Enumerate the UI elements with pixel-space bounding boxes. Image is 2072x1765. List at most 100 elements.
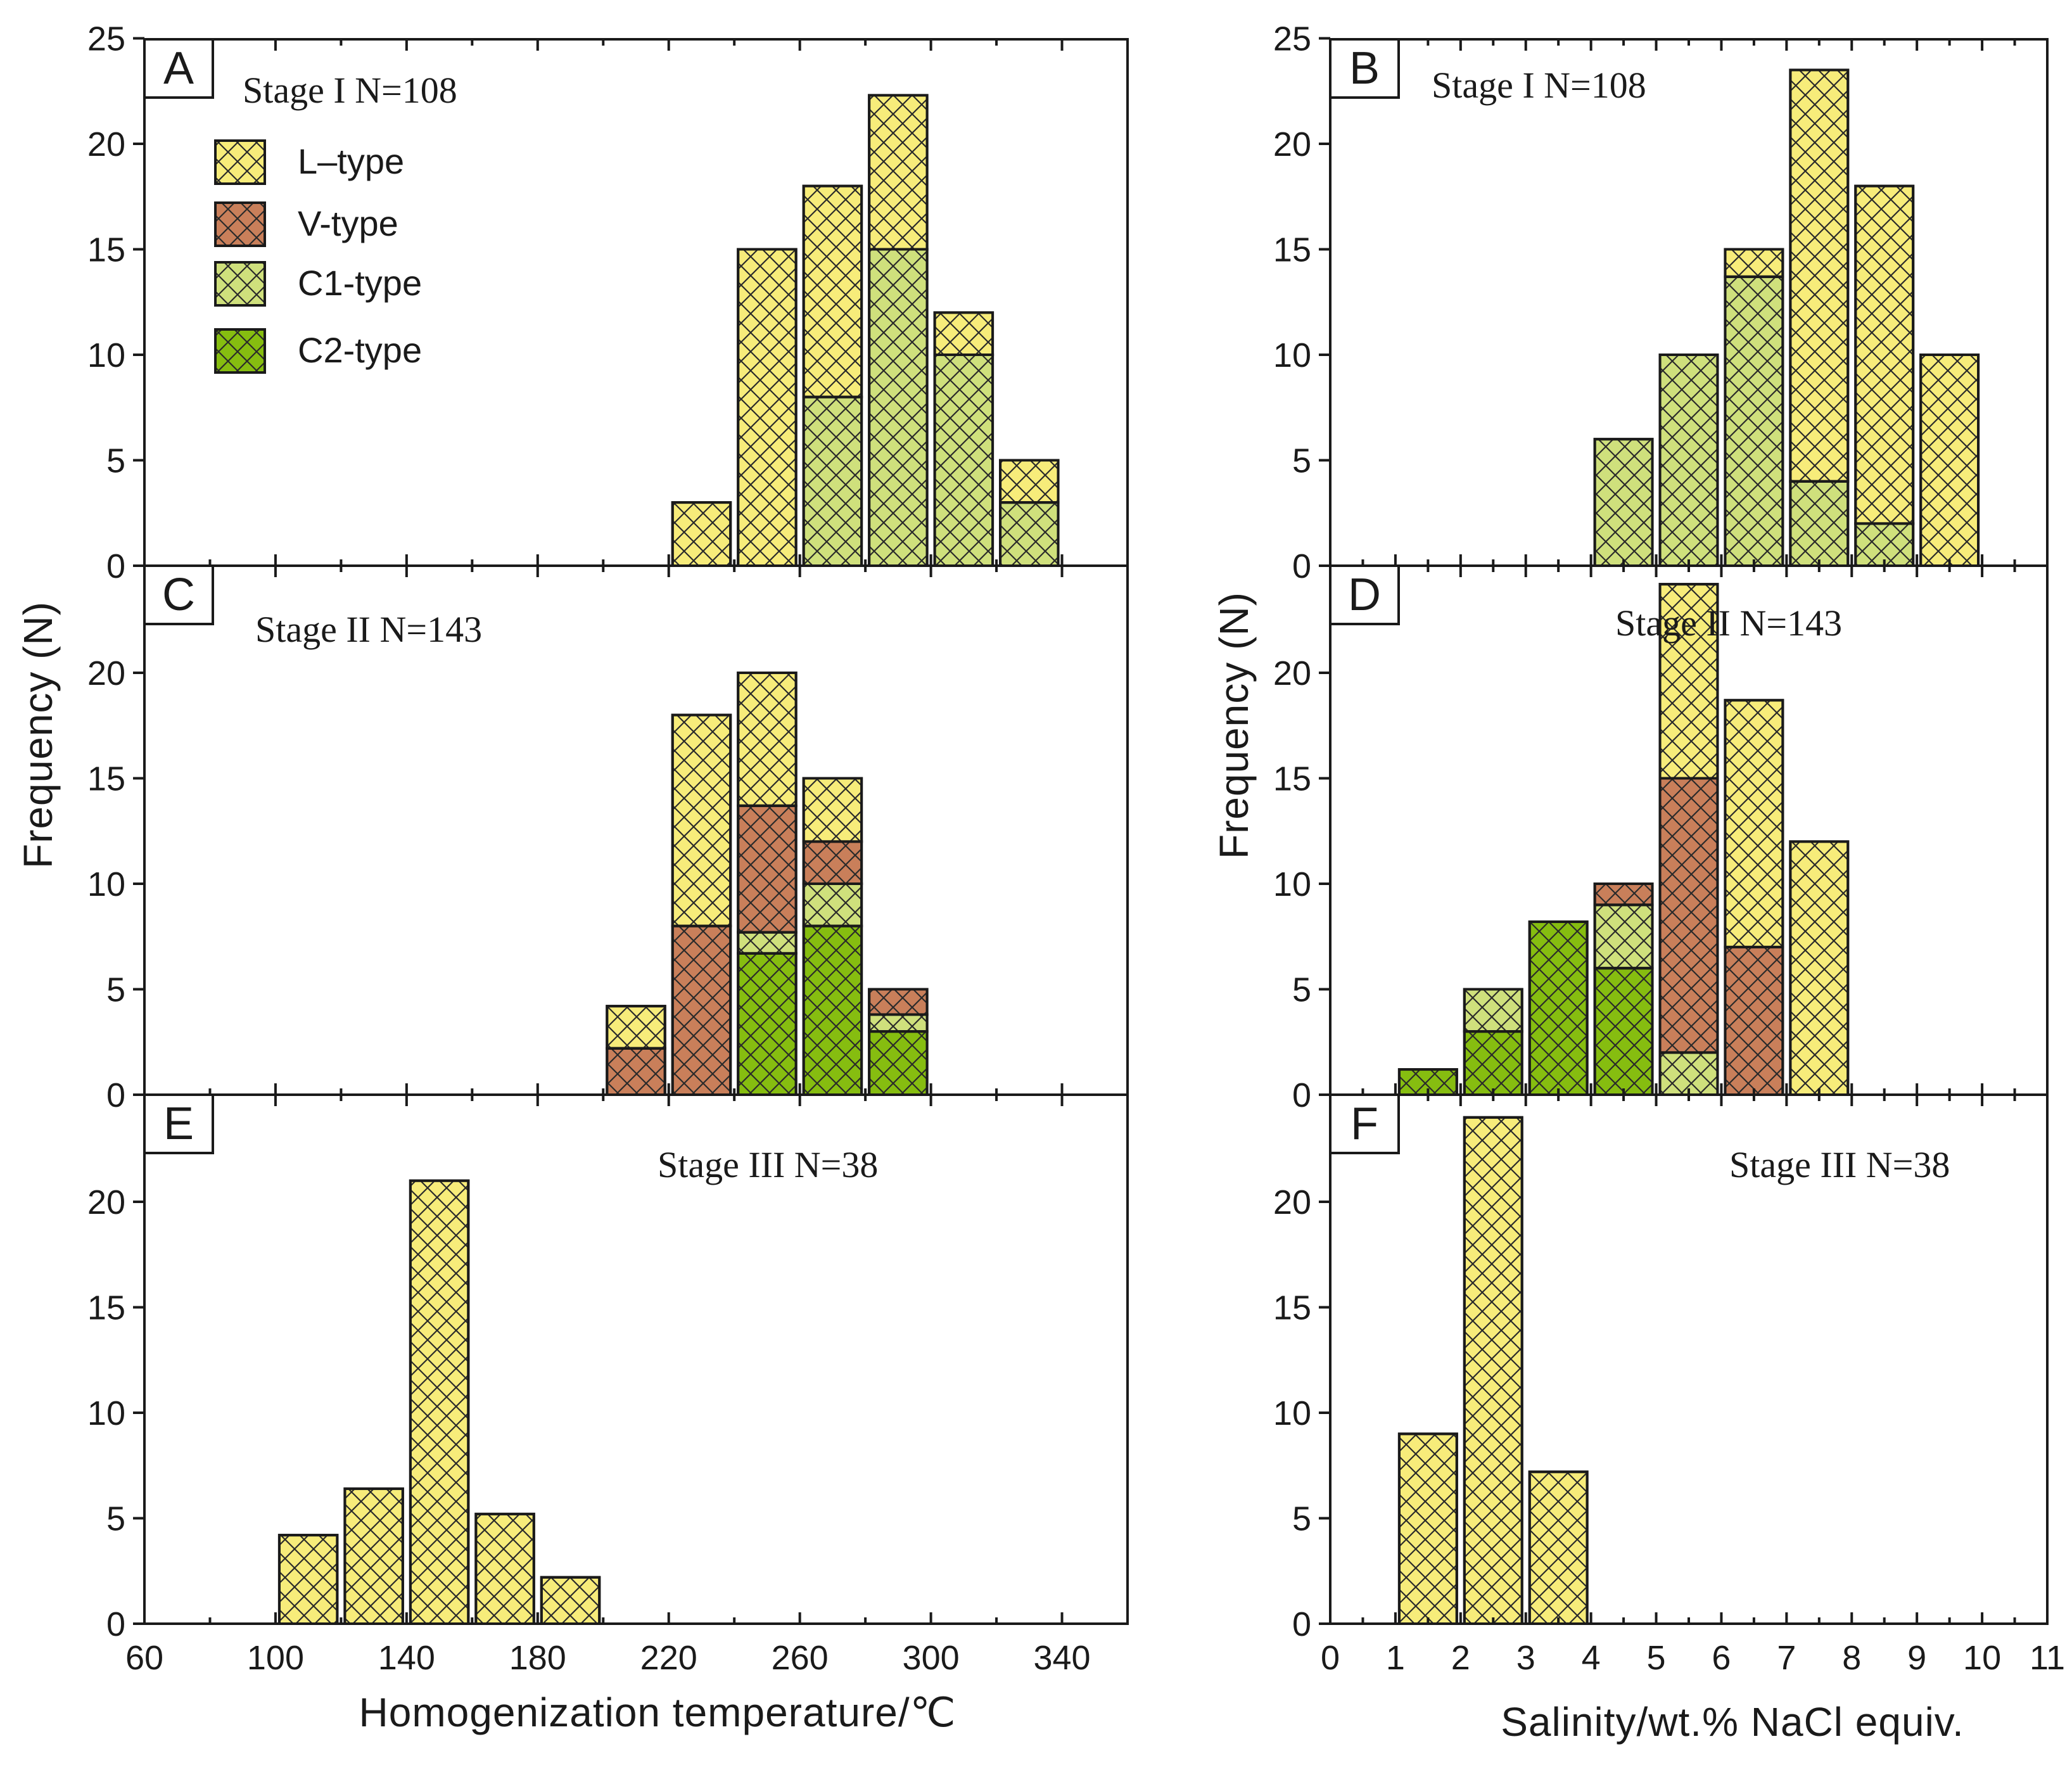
bar-hatch-l [1528,1470,1589,1625]
stage-label: Stage II N=143 [1615,602,1842,644]
y-tick-label: 20 [87,125,125,163]
bar-d-6 [1789,840,1850,1097]
legend-item-c2-type: C2-type [214,328,422,374]
x-tick-label: 220 [640,1639,697,1677]
bar-e-4 [540,1576,601,1625]
panel-letter-box [143,38,214,99]
bar-hatch-l [1919,354,1980,567]
bar-hatch-l [343,1487,404,1625]
bar-hatch-v [1658,777,1719,1054]
x-tick-label: 1 [1386,1639,1405,1677]
y-tick-label: 20 [1273,654,1311,692]
y-tick-label: 25 [1273,20,1311,58]
y-tick-label: 20 [87,654,125,692]
bar-hatch-c1 [1658,354,1719,567]
bar-hatch-c1 [737,931,798,955]
bar-hatch-l [671,501,732,567]
x-tick-label: 260 [772,1639,829,1677]
bar-b-2 [1724,248,1784,567]
y-tick-label: 15 [1273,1289,1311,1327]
y-tick-label: 20 [1273,125,1311,163]
y-tick-label: 10 [87,336,125,374]
bar-a-5 [999,459,1060,567]
bar-hatch-l [1397,1432,1458,1626]
bar-b-3 [1789,68,1850,567]
bar-c-0 [606,1005,666,1096]
bar-a-1 [737,248,798,567]
legend-label-v-type: V-type [298,203,398,243]
x-tick-label: 300 [903,1639,960,1677]
bar-hatch-c1 [1658,1051,1719,1097]
bar-hatch-l [1789,840,1850,1097]
bar-c-1 [671,713,732,1096]
bar-hatch-c1 [1593,438,1654,568]
y-tick-label: 15 [1273,231,1311,269]
bar-hatch-v [802,840,863,886]
bar-hatch-l [671,713,732,927]
bar-hatch-l [540,1576,601,1625]
x-tick-label: 3 [1516,1639,1535,1677]
panel-c: 0 5 10 15 20 C Stage II N=143 [87,564,1129,1114]
bar-c-3 [802,777,863,1096]
bar-hatch-l [737,248,798,567]
panel-letter-box [1329,1093,1400,1154]
x-tick-label: 340 [1033,1639,1090,1677]
y-axis-title-right: Frequency (N) [1211,592,1257,859]
stage-label: Stage I N=108 [1432,65,1646,106]
legend-swatch-c2-type-hatch [214,328,266,374]
bar-hatch-v [671,924,732,1096]
bar-e-0 [277,1534,339,1625]
y-tick-label: 10 [1273,336,1311,374]
legend-swatch-l-type-hatch [214,139,266,185]
legend-item-v-type: V-type [214,201,398,247]
bar-f-0 [1397,1432,1458,1626]
y-tick-label: 0 [106,547,125,585]
bar-hatch-l [999,459,1060,504]
legend-item-l-type: L–type [214,139,404,185]
panel-letter: E [163,1099,194,1149]
panel-a: 0 5 10 15 20 25 A Stage I N=108 [87,20,1129,585]
panel-letter-box [143,1093,214,1154]
y-tick-label: 0 [1292,1076,1311,1114]
legend: L–type V-type C1-type C2-type [214,139,422,374]
bar-hatch-v [868,988,929,1016]
legend-label-l-type: L–type [298,141,404,181]
bar-hatch-l [933,311,995,356]
bar-hatch-c2 [1593,967,1654,1096]
y-tick-label: 5 [106,971,125,1009]
bar-hatch-v [1724,945,1784,1097]
x-axis-title-left: Homogenization temperature/℃ [359,1690,957,1735]
bar-hatch-c2 [802,924,863,1096]
panel-b: 0 5 10 15 20 25 B Stage I N=108 [1273,20,2049,585]
y-tick-label: 0 [1292,1605,1311,1643]
legend-swatch-c1-type-hatch [214,261,266,307]
stage-label: Stage III N=38 [1729,1144,1950,1185]
y-tick-label: 20 [1273,1183,1311,1221]
bar-hatch-v [1593,882,1654,907]
legend-label-c2-type: C2-type [298,330,422,370]
panel-d: 0 5 10 15 20 D Stage II N=143 [1273,564,2049,1114]
bar-b-5 [1919,354,1980,567]
bar-hatch-c1 [999,501,1060,567]
panel-letter-box [1329,38,1400,99]
bar-a-2 [802,184,863,567]
bar-f-1 [1463,1116,1523,1626]
bar-hatch-c1 [933,354,995,567]
x-tick-label: 4 [1582,1639,1601,1677]
bar-hatch-c2 [868,1030,929,1096]
y-tick-label: 5 [106,1500,125,1538]
x-tick-label: 180 [509,1639,566,1677]
bar-hatch-l [1463,1116,1523,1626]
bar-hatch-l [1658,583,1719,780]
bar-a-0 [671,501,732,567]
bar-hatch-c1 [1593,903,1654,970]
bar-d-1 [1463,988,1523,1096]
bar-hatch-l [1854,184,1915,525]
legend-item-c1-type: C1-type [214,261,422,307]
bar-hatch-l [1724,699,1784,948]
y-tick-label: 0 [1292,547,1311,585]
panel-letter: F [1351,1099,1378,1149]
y-tick-label: 5 [1292,971,1311,1009]
stage-label: Stage II N=143 [255,609,482,650]
